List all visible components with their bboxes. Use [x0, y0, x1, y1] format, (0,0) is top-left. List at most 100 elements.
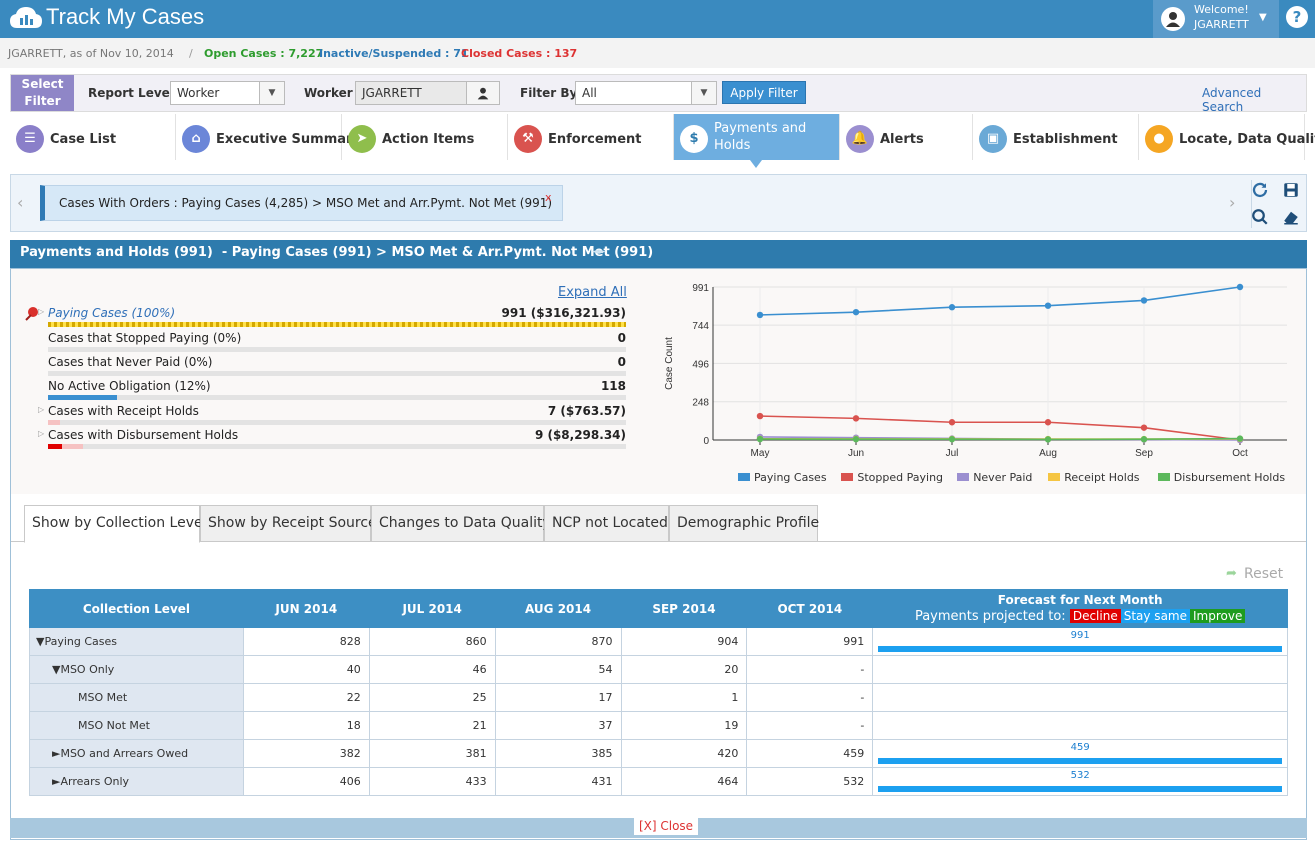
tab-payments-and-holds[interactable]: $ Payments and Holds	[674, 114, 840, 168]
forecast-cell	[872, 683, 1288, 712]
expand-arrow-icon[interactable]: ▷	[38, 429, 45, 438]
expand-arrow-icon[interactable]: ▷	[38, 307, 45, 316]
summary-row-value: 118	[600, 379, 626, 393]
chevron-down-icon[interactable]: ▼	[259, 81, 285, 105]
tab-locate-data-quality[interactable]: ● Locate, Data Quality	[1139, 114, 1315, 160]
data-point	[1140, 436, 1148, 443]
table-cell: 382	[242, 739, 370, 768]
tab-alerts[interactable]: 🔔 Alerts	[840, 114, 973, 160]
legend-item[interactable]: Disbursement Holds	[1157, 471, 1286, 484]
table-cell: 19	[620, 711, 748, 740]
open-cases-link[interactable]: Open Cases : 7,227	[204, 47, 324, 60]
x-tick-label: Jul	[946, 448, 959, 459]
table-cell: 21	[368, 711, 496, 740]
status-separator: /	[189, 47, 193, 60]
row-label[interactable]: MSO Met	[29, 683, 244, 712]
table-row[interactable]: MSO Met 22 25 17 1-	[29, 683, 1288, 712]
legend-item[interactable]: Paying Cases	[738, 471, 827, 484]
advanced-search-link[interactable]: Advanced Search	[1202, 86, 1262, 114]
summary-row-label: Cases that Stopped Paying (0%)	[48, 331, 242, 345]
content-tab-changes-to-data-quality[interactable]: Changes to Data Quality	[371, 505, 551, 542]
legend-label: Disbursement Holds	[1173, 471, 1286, 484]
data-point	[756, 412, 764, 420]
apply-filter-button[interactable]: Apply Filter	[722, 81, 806, 104]
breadcrumb-close-icon[interactable]: x	[545, 191, 552, 204]
y-tick-label: 496	[692, 359, 709, 370]
report-level-label: Report Level	[88, 86, 174, 100]
panel-header: Payments and Holds (991) - Paying Cases …	[10, 240, 1307, 268]
legend-item[interactable]: Stopped Paying	[841, 471, 943, 484]
chevron-left-icon[interactable]: ‹	[17, 193, 24, 212]
row-label[interactable]: ►MSO and Arrears Owed	[29, 739, 244, 768]
expand-arrow-icon[interactable]: ▷	[38, 405, 45, 414]
reset-button[interactable]: Reset	[1244, 566, 1284, 582]
chevron-right-icon[interactable]: ›	[1229, 193, 1236, 212]
refresh-icon[interactable]	[1251, 181, 1269, 199]
table-row[interactable]: ►MSO and Arrears Owed 382 381 385 420 459 459	[29, 739, 1288, 768]
content-tab-show-by-receipt-source[interactable]: Show by Receipt Source	[200, 505, 377, 542]
table-row[interactable]: ►Arrears Only 406 433 431 464 532 532	[29, 767, 1288, 796]
user-menu[interactable]: Welcome! JGARRETT ▼	[1153, 0, 1279, 38]
tab-case-list[interactable]: ☰ Case List	[10, 114, 176, 160]
expand-all-link[interactable]: Expand All	[558, 285, 627, 300]
row-label[interactable]: MSO Not Met	[29, 711, 244, 740]
table-cell: 22	[242, 683, 370, 712]
tab-label: Alerts	[880, 132, 924, 147]
column-header: Collection Level	[29, 589, 244, 628]
table-cell: 991	[746, 627, 874, 656]
chevron-down-icon[interactable]: ▼	[691, 81, 717, 105]
bell-icon: 🔔	[846, 125, 874, 153]
eraser-icon[interactable]	[1282, 208, 1300, 226]
row-label[interactable]: ▼Paying Cases	[29, 627, 244, 656]
worker-field[interactable]: JGARRETT	[355, 81, 467, 105]
row-label[interactable]: ►Arrears Only	[29, 767, 244, 796]
column-header: OCT 2014	[746, 589, 874, 628]
content-tab-demographic-profile[interactable]: Demographic Profile	[669, 505, 819, 542]
table-cell: -	[746, 711, 874, 740]
data-point	[1140, 297, 1148, 304]
save-icon[interactable]	[1282, 181, 1300, 199]
content-tab-show-by-collection-level[interactable]: Show by Collection Level	[24, 505, 207, 543]
inactive-cases-link[interactable]: Inactive/Suspended : 71	[319, 47, 469, 60]
summary-row-label: Cases that Never Paid (0%)	[48, 355, 213, 369]
forecast-cell	[872, 711, 1288, 740]
table-cell: 54	[494, 655, 622, 684]
user-picker-icon[interactable]	[466, 81, 500, 105]
panel-nav-arrows-icon[interactable]: ◄►	[592, 247, 606, 257]
table-row[interactable]: ▼Paying Cases 828 860 870 904 991 991	[29, 627, 1288, 656]
table-cell: 532	[746, 767, 874, 796]
send-icon: ➤	[348, 125, 376, 153]
forecast-header: Forecast for Next Month Payments projecte…	[872, 589, 1288, 628]
y-tick-label: 248	[692, 398, 709, 409]
table-cell: 18	[242, 711, 370, 740]
row-label[interactable]: ▼MSO Only	[29, 655, 244, 684]
tab-label: Action Items	[382, 132, 475, 147]
content-tab-ncp-not-located[interactable]: NCP not Located	[544, 505, 669, 542]
summary-row-bar-fill	[48, 322, 626, 327]
tab-executive-summary[interactable]: ⌂ Executive Summary	[176, 114, 361, 160]
legend-item[interactable]: Receipt Holds	[1048, 471, 1140, 484]
legend-item[interactable]: Never Paid	[957, 471, 1032, 484]
table-cell: 464	[620, 767, 748, 796]
column-header: JUL 2014	[368, 589, 496, 628]
tab-label: Enforcement	[548, 132, 642, 147]
table-row[interactable]: ▼MSO Only 40 46 54 20-	[29, 655, 1288, 684]
forecast-value: 459	[1070, 742, 1090, 753]
breadcrumb-text: Cases With Orders : Paying Cases (4,285)…	[59, 196, 553, 210]
tab-establishment[interactable]: ▣ Establishment	[973, 114, 1139, 160]
pin-icon	[25, 307, 38, 321]
search-icon[interactable]	[1251, 208, 1269, 226]
report-level-select[interactable]: Worker	[170, 81, 260, 105]
table-cell: 385	[494, 739, 622, 768]
select-filter-button[interactable]: Select Filter	[11, 75, 74, 111]
table-row[interactable]: MSO Not Met 18 21 37 19-	[29, 711, 1288, 740]
tab-action-items[interactable]: ➤ Action Items	[342, 114, 508, 160]
reset-icon[interactable]: ➦	[1226, 566, 1237, 581]
status-bar: JGARRETT, as of Nov 10, 2014 / Open Case…	[0, 38, 1315, 68]
close-button[interactable]: [X] Close	[634, 817, 698, 835]
closed-cases-link[interactable]: Closed Cases : 137	[461, 47, 578, 60]
tab-enforcement[interactable]: ⚒ Enforcement	[508, 114, 674, 160]
filter-by-select[interactable]: All	[575, 81, 693, 105]
briefcase-icon: ▣	[979, 125, 1007, 153]
help-button[interactable]: ?	[1286, 6, 1308, 28]
